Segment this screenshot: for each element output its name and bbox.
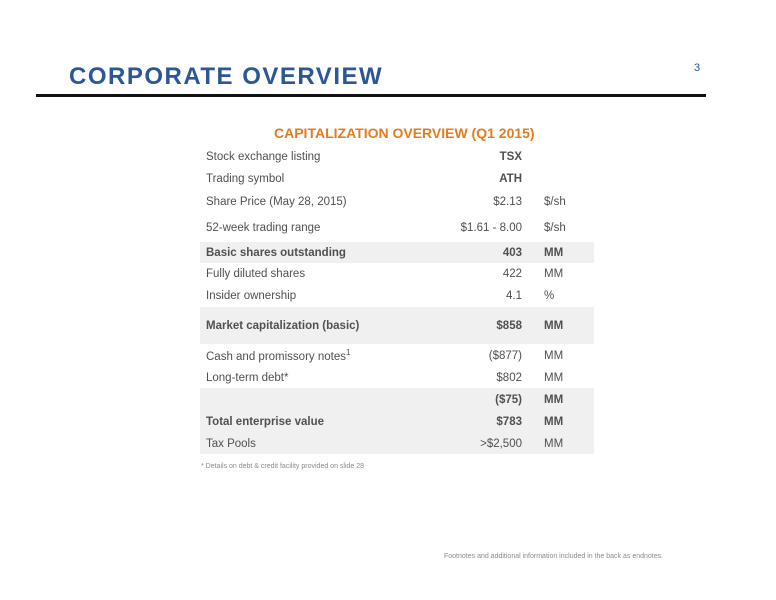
row-value: $2.13 [493,196,522,208]
row-value: $1.61 - 8.00 [460,222,522,234]
row-value: TSX [499,151,522,163]
row-value: ATH [499,173,522,185]
row-label: Insider ownership [206,290,297,302]
table-row: Cash and promissory notes1 ($877) MM [200,344,594,367]
table-row: ($75) MM [200,388,594,411]
table-row: Fully diluted shares 422 MM [200,263,594,285]
row-unit: $/sh [544,196,566,208]
row-unit: MM [528,433,594,454]
table-row: Long-term debt* $802 MM [200,367,594,388]
table-row: Insider ownership 4.1 % [200,285,594,307]
row-unit: MM [544,371,564,384]
row-label: Trading symbol [206,173,285,185]
page-number: 3 [694,62,701,74]
table-row: Total enterprise value $783 MM [200,411,594,433]
table-row: Basic shares outstanding 403 MM [200,242,594,263]
slide-title: CORPORATE OVERVIEW [69,63,384,90]
row-label: Tax Pools [200,433,406,454]
debt-footnote: * Details on debt & credit facility prov… [201,463,365,470]
capitalization-table: Stock exchange listing TSX Trading symbo… [200,146,594,454]
row-label: Stock exchange listing [206,151,321,163]
row-label: Fully diluted shares [206,268,306,280]
row-label: Long-term debt* [206,371,289,384]
page-footer: Footnotes and additional information inc… [444,553,664,560]
row-value: $783 [406,411,528,433]
title-divider [36,94,706,97]
row-value: $858 [406,307,528,344]
row-value: >$2,500 [406,433,528,454]
row-unit: MM [528,411,594,433]
row-label-text: Cash and promissory notes [206,350,346,363]
table-row: 52-week trading range $1.61 - 8.00 $/sh [200,214,594,242]
row-label: Share Price (May 28, 2015) [206,196,347,208]
table-row: Tax Pools >$2,500 MM [200,433,594,454]
row-unit: MM [528,388,594,411]
row-unit: MM [544,349,564,362]
row-label: Market capitalization (basic) [200,307,406,344]
row-unit: % [544,290,555,302]
table-title: CAPITALIZATION OVERVIEW (Q1 2015) [274,125,535,141]
row-unit: $/sh [544,222,566,234]
row-label: 52-week trading range [206,222,321,234]
row-unit: MM [528,307,594,344]
row-value: $802 [496,371,522,384]
row-unit [528,168,594,190]
table-row: Trading symbol ATH [200,168,594,190]
table-row: Market capitalization (basic) $858 MM [200,307,594,344]
row-unit: MM [528,242,594,263]
row-value: 403 [406,242,528,263]
footnote-marker: 1 [345,348,351,358]
row-value: 422 [502,268,522,280]
row-value: ($877) [488,349,522,362]
row-label [200,388,406,411]
table-row: Share Price (May 28, 2015) $2.13 $/sh [200,190,594,214]
row-label: Cash and promissory notes1 [200,344,406,367]
table-row: Stock exchange listing TSX [200,146,594,168]
row-value: ($75) [406,388,528,411]
row-label: Basic shares outstanding [200,242,406,263]
row-label: Total enterprise value [200,411,406,433]
row-unit [528,146,594,168]
row-unit: MM [544,268,564,280]
row-value: 4.1 [506,290,522,302]
